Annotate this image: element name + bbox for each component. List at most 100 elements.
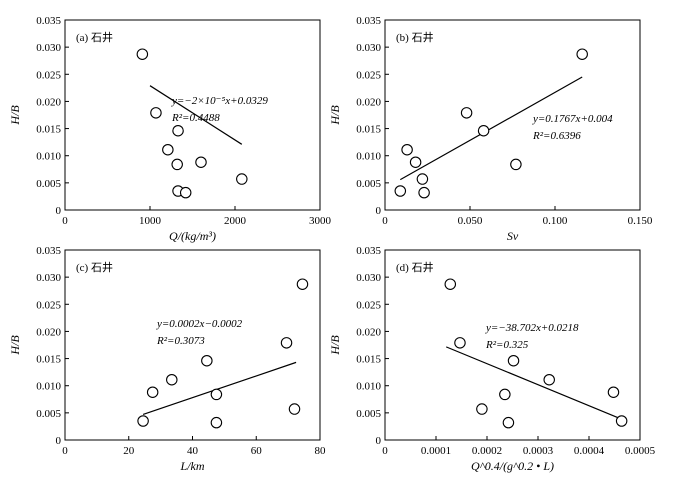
data-point (418, 186, 430, 199)
x-axis-label: L/km (180, 459, 205, 473)
y-tick-label: 0.020 (356, 326, 381, 338)
data-point (172, 124, 184, 137)
y-tick-label: 0 (56, 435, 62, 447)
y-tick-label: 0.030 (356, 272, 381, 284)
data-point (166, 373, 178, 386)
y-axis-label: H/B (328, 335, 342, 356)
fit-equation: y=−38.702x+0.0218 (485, 322, 579, 334)
data-point (409, 156, 422, 168)
data-point (454, 337, 466, 349)
x-tick-label: 1000 (139, 215, 162, 227)
fit-equation: y=0.0002x−0.0002 (156, 318, 243, 330)
y-tick-label: 0 (376, 205, 382, 217)
data-point (416, 173, 429, 185)
x-tick-label: 0.0002 (472, 445, 502, 457)
y-tick-label: 0.025 (36, 299, 61, 311)
y-tick-label: 0.010 (356, 381, 381, 393)
y-tick-label: 0.020 (36, 96, 61, 108)
data-point (401, 143, 413, 156)
panel-label: (c) 石井 (76, 260, 113, 274)
y-axis-label: H/B (328, 105, 342, 126)
y-tick-label: 0.010 (36, 381, 61, 393)
x-tick-label: 80 (315, 445, 327, 457)
x-tick-label: 20 (123, 445, 135, 457)
panel-4: 0 0.005 0.010 0.015 0.020 0.025 0.030 0.035 0 0.0… (328, 245, 656, 473)
data-point (288, 403, 301, 415)
fit-equation: y=−2×10⁻⁵x+0.0329 (171, 95, 268, 107)
x-axis-label: Q/(kg/m³) (169, 229, 216, 243)
y-tick-label: 0.025 (36, 69, 61, 81)
plot-frame (64, 19, 321, 211)
fit-line (445, 346, 622, 420)
data-point (280, 337, 293, 349)
y-axis-label: H/B (8, 105, 22, 126)
panel-2: 0 0.005 0.010 0.015 0.020 0.025 0.030 0.035 0 0.0… (328, 15, 653, 243)
x-tick-label: 0 (62, 215, 68, 227)
y-tick-label: 0.035 (356, 245, 381, 257)
x-tick-label: 3000 (309, 215, 332, 227)
y-tick-label: 0.010 (356, 151, 381, 163)
y-tick-label: 0.025 (356, 69, 381, 81)
plot-frame (384, 249, 641, 441)
x-tick-label: 0.100 (543, 215, 568, 227)
y-tick-label: 0.020 (356, 96, 381, 108)
fit-r2: R²=0.3073 (156, 335, 205, 347)
y-tick-label: 0.015 (36, 124, 61, 136)
data-point (394, 185, 407, 197)
data-point (210, 416, 223, 429)
fit-line (142, 361, 297, 416)
panel-1: 0 0.005 0.010 0.015 0.020 0.025 0.030 0.035 0 100… (8, 15, 332, 243)
x-tick-label: 0.0004 (574, 445, 605, 457)
x-tick-label: 0 (382, 215, 388, 227)
y-tick-label: 0.030 (356, 42, 381, 54)
x-tick-label: 0.0005 (625, 445, 656, 457)
y-axis-label: H/B (8, 335, 22, 356)
x-tick-label: 0 (62, 445, 68, 457)
y-tick-label: 0.005 (356, 178, 381, 190)
y-tick-label: 0.015 (36, 354, 61, 366)
data-point (195, 156, 207, 168)
panel-label: (a) 石井 (76, 30, 113, 44)
data-point (179, 186, 192, 199)
y-tick-label: 0.035 (36, 15, 61, 27)
x-tick-label: 2000 (224, 215, 247, 227)
y-tick-label: 0 (376, 435, 382, 447)
x-axis-label: Sv (507, 229, 519, 243)
data-point (615, 415, 628, 427)
data-point (296, 278, 309, 290)
x-tick-label: 0.150 (628, 215, 653, 227)
fit-r2: R²=0.6396 (532, 130, 581, 142)
y-tick-label: 0.025 (356, 299, 381, 311)
data-point (171, 158, 183, 171)
fit-equation: y=0.1767x+0.004 (532, 113, 613, 125)
data-point (146, 386, 159, 398)
x-tick-label: 0.050 (458, 215, 483, 227)
data-point (510, 158, 522, 171)
data-point (607, 386, 620, 398)
data-point (236, 173, 248, 185)
data-point (136, 48, 149, 60)
data-point (507, 354, 520, 367)
data-point (543, 373, 555, 386)
y-tick-label: 0.005 (356, 408, 381, 420)
fit-line (149, 85, 243, 145)
plot-frame (384, 19, 641, 211)
fit-line (400, 76, 583, 181)
data-point (150, 107, 162, 119)
data-point (476, 403, 488, 415)
x-tick-label: 0 (382, 445, 388, 457)
y-tick-label: 0.015 (356, 124, 381, 136)
y-tick-label: 0.015 (356, 354, 381, 366)
y-tick-label: 0.010 (36, 151, 61, 163)
x-tick-label: 40 (187, 445, 199, 457)
data-point (201, 354, 213, 367)
y-tick-label: 0.030 (36, 272, 61, 284)
y-tick-label: 0.035 (356, 15, 381, 27)
data-point (460, 107, 473, 119)
data-point (210, 388, 223, 401)
y-tick-label: 0.035 (36, 245, 61, 257)
panel-3: 0 0.005 0.010 0.015 0.020 0.025 0.030 0.035 0 20 4… (8, 245, 326, 473)
data-point (499, 388, 511, 401)
x-axis-label: Q^0.4/(g^0.2 • L) (471, 459, 554, 473)
